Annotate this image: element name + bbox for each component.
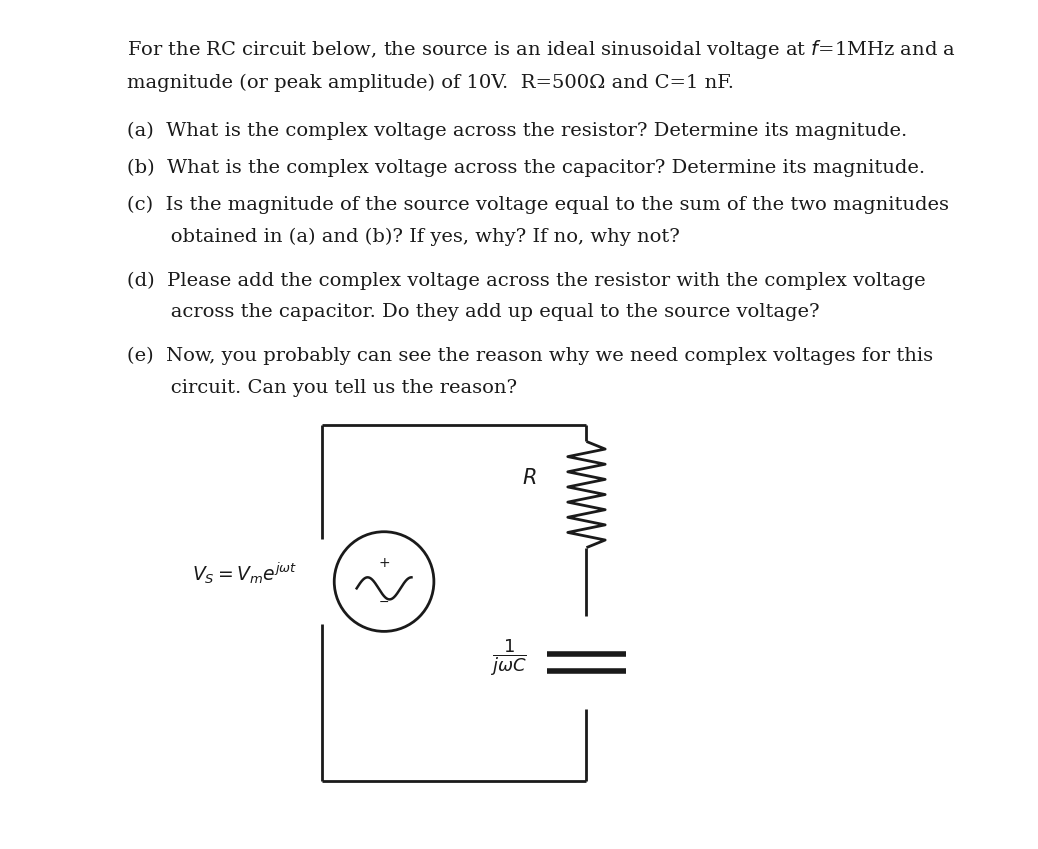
Text: $V_S = V_m e^{j\omega t}$: $V_S = V_m e^{j\omega t}$ (192, 560, 298, 586)
Text: (e)  Now, you probably can see the reason why we need complex voltages for this: (e) Now, you probably can see the reason… (127, 347, 933, 365)
Text: magnitude (or peak amplitude) of 10V.  R=500Ω and C=1 nF.: magnitude (or peak amplitude) of 10V. R=… (127, 74, 734, 92)
Text: (a)  What is the complex voltage across the resistor? Determine its magnitude.: (a) What is the complex voltage across t… (127, 121, 907, 139)
Text: +: + (378, 556, 390, 571)
Text: across the capacitor. Do they add up equal to the source voltage?: across the capacitor. Do they add up equ… (127, 303, 819, 321)
Text: (d)  Please add the complex voltage across the resistor with the complex voltage: (d) Please add the complex voltage acros… (127, 272, 925, 290)
Text: $\dfrac{1}{j\omega C}$: $\dfrac{1}{j\omega C}$ (490, 638, 527, 678)
Text: obtained in (a) and (b)? If yes, why? If no, why not?: obtained in (a) and (b)? If yes, why? If… (127, 228, 680, 245)
Text: (b)  What is the complex voltage across the capacitor? Determine its magnitude.: (b) What is the complex voltage across t… (127, 159, 925, 177)
Text: (c)  Is the magnitude of the source voltage equal to the sum of the two magnitud: (c) Is the magnitude of the source volta… (127, 196, 949, 214)
Text: circuit. Can you tell us the reason?: circuit. Can you tell us the reason? (127, 379, 517, 396)
Text: For the RC circuit below, the source is an ideal sinusoidal voltage at $f$=1MHz : For the RC circuit below, the source is … (127, 38, 955, 61)
Text: $R$: $R$ (522, 468, 537, 487)
Text: −: − (379, 595, 389, 609)
